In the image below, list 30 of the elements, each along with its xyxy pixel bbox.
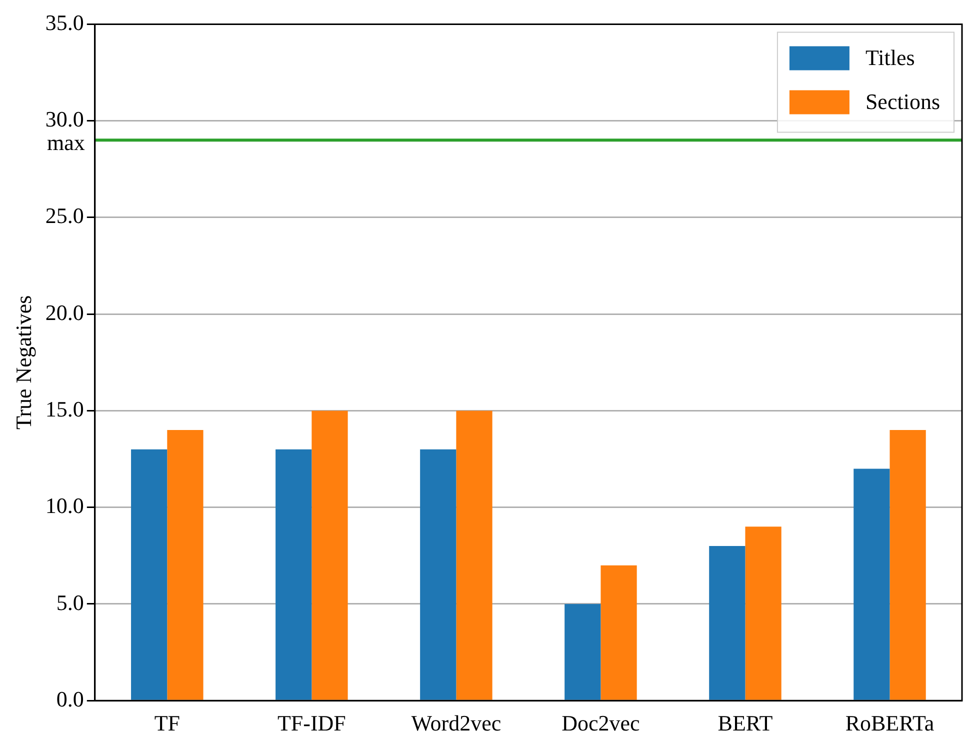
y-tick-label: 0.0: [56, 686, 84, 712]
bar: [854, 468, 890, 700]
ref-line-label: max: [47, 130, 85, 155]
x-tick-label: TF: [154, 710, 180, 736]
x-tick-label: Doc2vec: [562, 710, 640, 736]
y-tick-label: 25.0: [45, 203, 84, 228]
legend-label: Sections: [865, 88, 940, 114]
y-tick-label: 10.0: [45, 493, 84, 518]
bar: [420, 449, 456, 700]
y-tick-label: 15.0: [45, 396, 84, 422]
y-tick-label: 30.0: [45, 106, 84, 132]
x-tick-label: Word2vec: [411, 710, 502, 736]
y-tick-label: 35.0: [45, 10, 84, 35]
bar: [276, 449, 312, 700]
y-axis-title: True Negatives: [10, 295, 36, 430]
x-tick-label: RoBERTa: [845, 710, 934, 736]
bar: [564, 604, 601, 700]
bar: [600, 565, 637, 700]
y-tick-label: 20.0: [45, 300, 84, 325]
bar: [745, 526, 782, 700]
bar: [131, 449, 168, 700]
legend-label: Titles: [865, 44, 915, 70]
bar: [890, 430, 926, 700]
bar: [312, 410, 348, 700]
bar: [167, 430, 204, 700]
y-tick-label: 5.0: [56, 590, 84, 615]
x-tick-label: BERT: [718, 710, 774, 736]
bar: [709, 546, 746, 700]
x-tick-label: TF-IDF: [277, 710, 346, 736]
bar: [456, 410, 492, 700]
